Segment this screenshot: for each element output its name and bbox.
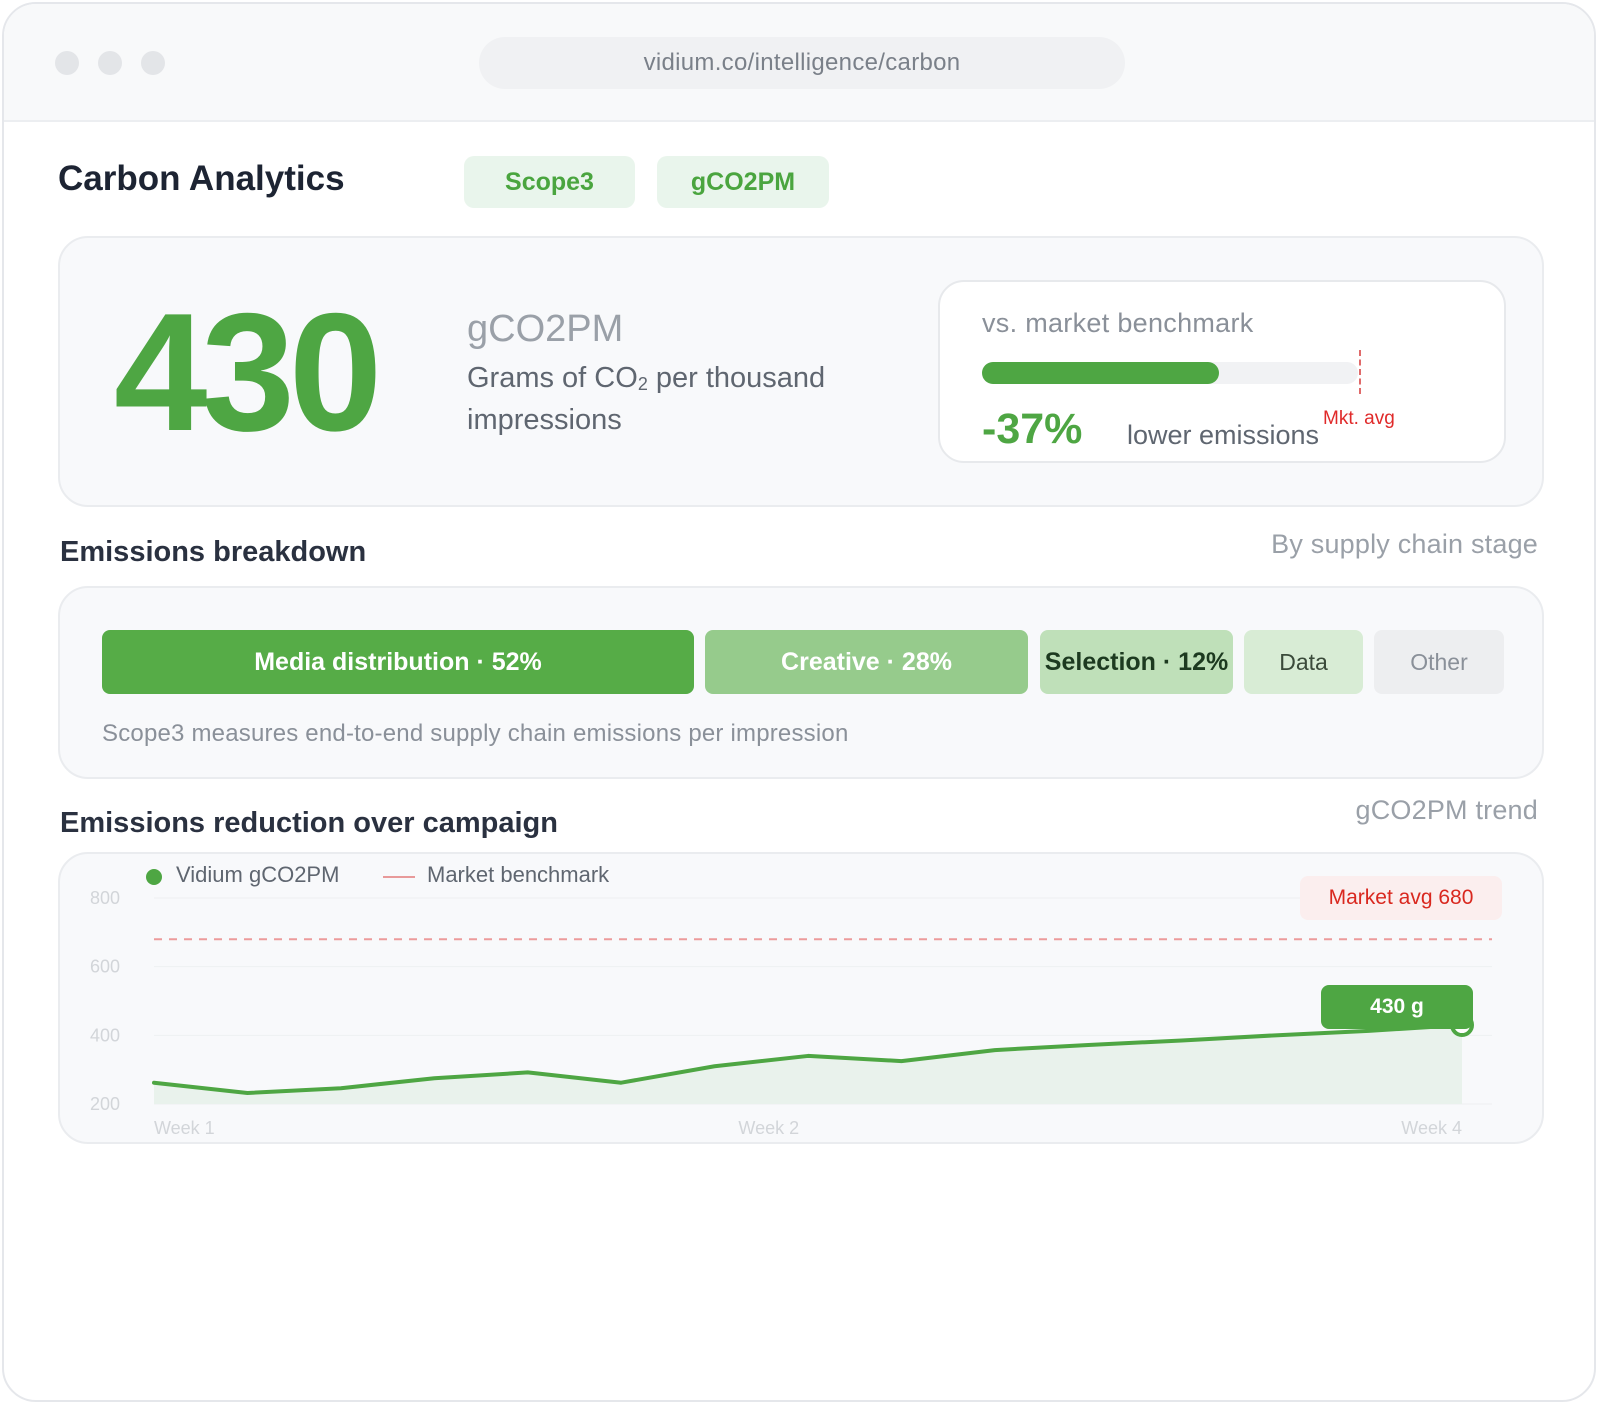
y-tick-label: 600 [90, 957, 120, 977]
kpi-description: Grams of CO2 per thousand impressions [467, 360, 827, 438]
trend-chart-card: 800 600 400 200 Week 1 Week 2 Week 4 Vidium gC… [58, 852, 1544, 1144]
address-bar[interactable]: vidium.co/intelligence/carbon [479, 37, 1125, 89]
kpi-description-suffix: per thousand impressions [467, 362, 826, 436]
kpi-description-prefix: Grams of CO [467, 362, 638, 394]
breakdown-title: Emissions breakdown [60, 536, 367, 568]
segment-data[interactable]: Data [1244, 630, 1363, 694]
close-window-dot[interactable] [55, 51, 79, 75]
breakdown-note: Scope3 measures end-to-end supply chain … [102, 720, 849, 747]
segment-selection[interactable]: Selection · 12% [1040, 630, 1233, 694]
x-tick-label: Week 4 [1401, 1118, 1462, 1138]
vidium-area [154, 1025, 1462, 1104]
legend-market-label: Market benchmark [427, 862, 610, 887]
y-tick-label: 800 [90, 888, 120, 908]
scope3-tag[interactable]: Scope3 [464, 156, 635, 208]
market-average-badge: Market avg 680 [1300, 876, 1502, 920]
minimize-window-dot[interactable] [98, 51, 122, 75]
gco2pm-tag[interactable]: gCO2PM [657, 156, 829, 208]
benchmark-label: vs. market benchmark [982, 308, 1254, 338]
benchmark-progress-fill [982, 362, 1219, 384]
vidium-line [152, 1023, 1464, 1096]
legend-vidium-marker [146, 869, 162, 885]
trend-chart: 800 600 400 200 Week 1 Week 2 Week 4 [90, 888, 1492, 1138]
page-title: Carbon Analytics [58, 159, 345, 198]
x-tick-label: Week 1 [154, 1118, 215, 1138]
kpi-card: 430 gCO2PM Grams of CO2 per thousand imp… [58, 236, 1544, 507]
kpi-value: 430 [114, 278, 382, 466]
market-average-marker [1359, 350, 1361, 394]
segment-other[interactable]: Other [1374, 630, 1504, 694]
market-average-label: Mkt. avg [1323, 408, 1395, 429]
trend-title: Emissions reduction over campaign [60, 807, 558, 839]
benchmark-delta: -37% [982, 405, 1083, 453]
breakdown-card: Media distribution · 52% Creative · 28% … [58, 586, 1544, 779]
segment-media-distribution[interactable]: Media distribution · 52% [102, 630, 694, 694]
legend-vidium-label: Vidium gCO2PM [176, 862, 340, 887]
current-value-badge: 430 g [1321, 985, 1473, 1029]
legend-market-marker [383, 876, 415, 878]
breakdown-hint: By supply chain stage [1271, 529, 1538, 559]
y-tick-label: 200 [90, 1094, 120, 1114]
kpi-description-subscript: 2 [637, 374, 648, 394]
trend-hint: gCO2PM trend [1355, 795, 1538, 825]
kpi-unit: gCO2PM [467, 308, 624, 350]
benchmark-progress-track [982, 362, 1358, 384]
x-tick-label: Week 2 [738, 1118, 799, 1138]
benchmark-delta-text: lower emissions [1127, 420, 1320, 450]
y-tick-label: 400 [90, 1025, 120, 1045]
segment-creative[interactable]: Creative · 28% [705, 630, 1028, 694]
benchmark-panel: vs. market benchmark Mkt. avg -37% lower… [938, 280, 1506, 463]
browser-titlebar: vidium.co/intelligence/carbon [4, 4, 1594, 122]
maximize-window-dot[interactable] [141, 51, 165, 75]
